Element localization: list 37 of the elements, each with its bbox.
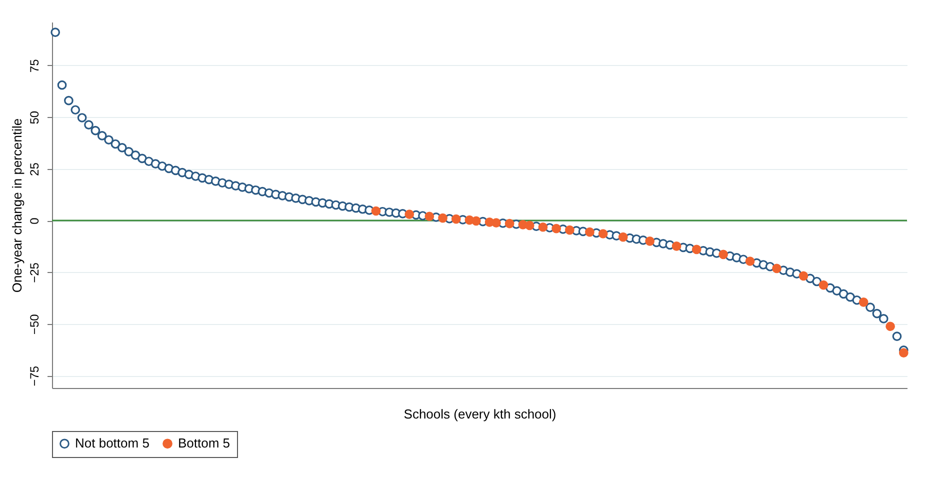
point xyxy=(585,227,594,237)
y-tick-label: 0 xyxy=(28,217,42,224)
point xyxy=(818,280,828,290)
point xyxy=(645,236,655,246)
y-tick-label: 50 xyxy=(28,110,42,124)
point xyxy=(371,206,381,216)
x-axis-title: Schools (every kth school) xyxy=(404,406,556,422)
point xyxy=(492,218,501,228)
point xyxy=(424,212,434,222)
point xyxy=(858,298,868,307)
point xyxy=(404,210,414,219)
legend-label: Bottom 5 xyxy=(178,436,230,451)
point xyxy=(552,224,561,234)
y-axis-title: One-year change in percentile xyxy=(10,118,24,293)
y-tick-label: 75 xyxy=(28,58,42,73)
point xyxy=(598,229,608,238)
point xyxy=(898,348,908,358)
y-tick-label: −75 xyxy=(28,366,42,386)
point xyxy=(718,250,728,260)
point xyxy=(798,271,808,281)
point xyxy=(538,222,548,232)
point xyxy=(438,213,448,223)
point xyxy=(745,256,755,266)
point xyxy=(772,264,782,274)
point xyxy=(692,244,702,254)
y-tick-label: −50 xyxy=(28,314,42,335)
legend-label: Not bottom 5 xyxy=(75,436,150,451)
point xyxy=(471,216,481,226)
point xyxy=(672,241,682,251)
point xyxy=(524,220,534,230)
point xyxy=(886,322,895,332)
y-tick-label: −25 xyxy=(28,262,42,283)
point xyxy=(565,225,574,235)
y-tick-label: 25 xyxy=(28,162,42,176)
point xyxy=(451,214,461,224)
point xyxy=(504,218,514,228)
point xyxy=(618,232,628,242)
